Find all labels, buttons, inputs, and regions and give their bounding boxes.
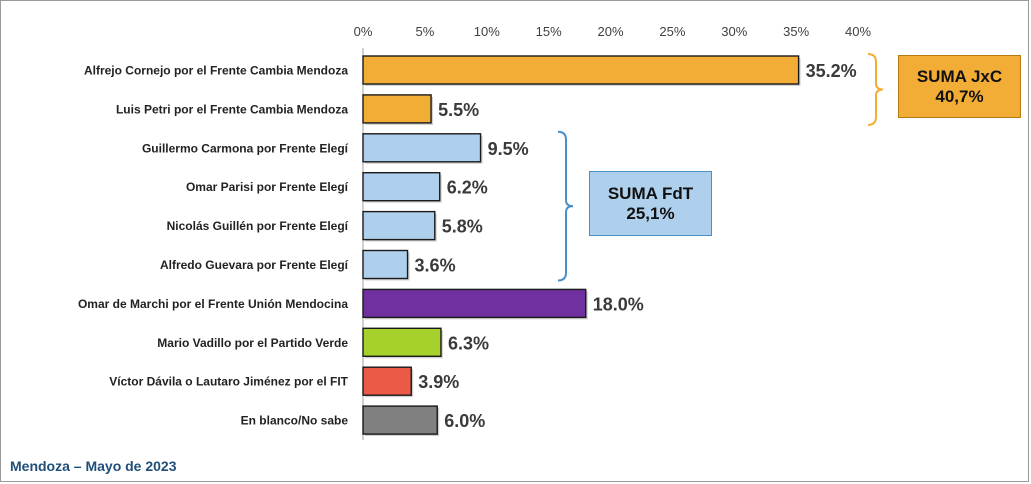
suma-fdt-title: SUMA FdT (607, 184, 694, 203)
bar (362, 327, 442, 357)
data-label: 35.2% (806, 61, 857, 81)
x-tick-label: 20% (597, 24, 623, 39)
data-label: 18.0% (593, 294, 644, 314)
bar (362, 210, 436, 241)
category-label: Víctor Dávila o Lautaro Jiménez por el F… (109, 375, 348, 389)
bar (362, 405, 438, 435)
bar (362, 288, 587, 319)
data-label: 3.9% (418, 372, 459, 392)
category-label: En blanco/No sabe (241, 414, 349, 428)
suma-fdt-box: SUMA FdT 25,1% (589, 171, 712, 236)
x-tick-label: 35% (783, 24, 809, 39)
data-label: 3.6% (415, 256, 456, 276)
x-tick-label: 5% (415, 24, 434, 39)
x-tick-label: 10% (474, 24, 500, 39)
bar (362, 249, 409, 280)
data-label: 6.3% (448, 333, 489, 353)
bar (362, 366, 412, 396)
bar (362, 133, 482, 163)
category-label: Guillermo Carmona por Frente Elegí (142, 141, 349, 155)
suma-fdt-value: 25,1% (626, 204, 675, 223)
x-tick-label: 15% (536, 24, 562, 39)
suma-jxc-value: 40,7% (935, 87, 984, 106)
fdt-group-brace (557, 130, 574, 282)
category-label: Alfrejo Cornejo por el Frente Cambia Men… (84, 64, 348, 78)
data-label: 6.2% (447, 178, 488, 198)
data-label: 6.0% (444, 411, 485, 431)
data-label: 5.8% (442, 217, 483, 237)
category-label: Nicolás Guillén por Frente Elegí (167, 219, 349, 233)
bar (362, 171, 441, 202)
bar (362, 94, 432, 124)
suma-jxc-title: SUMA JxC (916, 67, 1003, 86)
x-tick-label: 25% (659, 24, 685, 39)
category-label: Alfredo Guevara por Frente Elegí (160, 258, 349, 272)
x-tick-label: 40% (845, 24, 871, 39)
data-label: 9.5% (488, 139, 529, 159)
category-label: Omar de Marchi por el Frente Unión Mendo… (78, 297, 348, 311)
bar (362, 55, 800, 85)
jxc-group-brace (867, 53, 884, 126)
x-tick-label: 30% (721, 24, 747, 39)
x-tick-label: 0% (354, 24, 373, 39)
data-label: 5.5% (438, 100, 479, 120)
suma-jxc-box: SUMA JxC 40,7% (898, 55, 1021, 118)
footer-caption: Mendoza – Mayo de 2023 (10, 458, 177, 474)
category-label: Omar Parisi por Frente Elegí (186, 180, 349, 194)
category-label: Luis Petri por el Frente Cambia Mendoza (116, 102, 348, 116)
category-label: Mario Vadillo por el Partido Verde (157, 336, 348, 350)
